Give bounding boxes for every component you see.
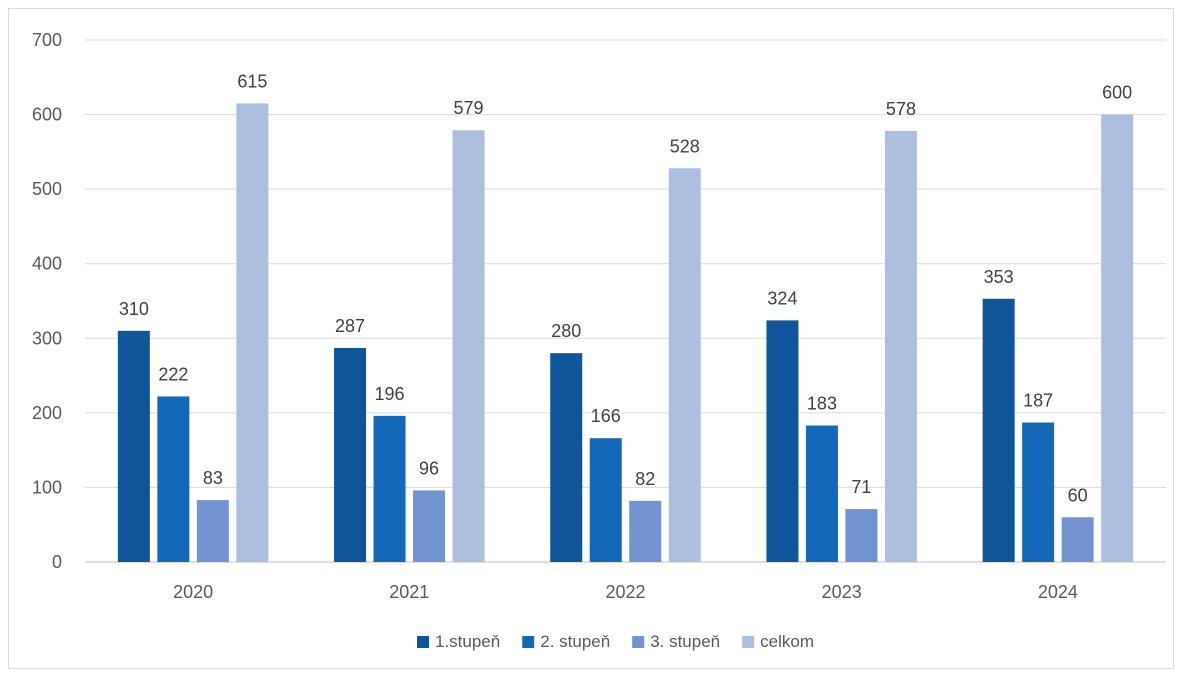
- data-label: 324: [767, 288, 797, 308]
- bar: [589, 438, 622, 562]
- bar: [766, 320, 799, 562]
- data-label: 528: [670, 136, 700, 156]
- data-label: 353: [984, 267, 1014, 287]
- data-label: 280: [551, 321, 581, 341]
- data-label: 187: [1023, 391, 1053, 411]
- y-tick-label: 400: [32, 254, 62, 274]
- bar: [805, 425, 838, 562]
- bar: [236, 103, 269, 562]
- bar: [1061, 517, 1094, 562]
- data-label: 166: [591, 406, 621, 426]
- bar: [157, 396, 190, 562]
- bar: [982, 298, 1015, 562]
- legend-swatch: [742, 636, 755, 648]
- y-tick-label: 200: [32, 403, 62, 423]
- legend-label: celkom: [760, 632, 814, 651]
- legend-label: 1.stupeň: [435, 632, 500, 651]
- bar: [1022, 422, 1055, 562]
- data-label: 579: [454, 98, 484, 118]
- bar: [884, 130, 917, 562]
- x-tick-label: 2020: [173, 582, 213, 602]
- bar: [334, 347, 367, 562]
- x-tick-label: 2023: [822, 582, 862, 602]
- x-tick-label: 2024: [1038, 582, 1078, 602]
- bar: [668, 168, 701, 562]
- data-label: 60: [1068, 485, 1088, 505]
- data-label: 183: [807, 394, 837, 414]
- bar: [1101, 114, 1134, 563]
- legend-swatch: [522, 636, 535, 648]
- data-label: 615: [237, 71, 267, 91]
- data-label: 600: [1102, 83, 1132, 103]
- x-tick-label: 2022: [605, 582, 645, 602]
- y-tick-label: 500: [32, 179, 62, 199]
- y-tick-label: 100: [32, 477, 62, 497]
- legend-swatch: [632, 636, 645, 648]
- bar: [373, 415, 406, 562]
- y-tick-label: 700: [32, 30, 62, 50]
- y-tick-label: 0: [52, 552, 62, 572]
- bar: [845, 509, 878, 562]
- bar: [550, 353, 583, 562]
- bar: [117, 330, 150, 562]
- bar: [413, 490, 446, 562]
- bar: [196, 500, 229, 562]
- legend-label: 3. stupeň: [650, 632, 720, 651]
- bar: [452, 130, 485, 562]
- y-tick-label: 600: [32, 105, 62, 125]
- legend-label: 2. stupeň: [540, 632, 610, 651]
- bar: [629, 500, 662, 562]
- data-label: 578: [886, 99, 916, 119]
- y-tick-label: 300: [32, 328, 62, 348]
- data-label: 287: [335, 316, 365, 336]
- data-label: 82: [635, 469, 655, 489]
- data-label: 96: [419, 458, 439, 478]
- data-label: 310: [119, 299, 149, 319]
- data-label: 71: [851, 477, 871, 497]
- x-tick-label: 2021: [389, 582, 429, 602]
- data-label: 222: [158, 364, 188, 384]
- legend-swatch: [417, 636, 429, 648]
- data-label: 196: [375, 384, 405, 404]
- data-label: 83: [203, 468, 223, 488]
